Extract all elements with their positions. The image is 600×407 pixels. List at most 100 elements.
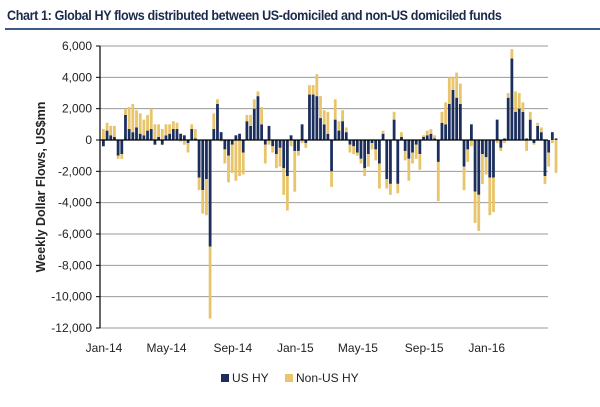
bar-us-hy	[234, 135, 238, 140]
bar-us-hy	[164, 135, 168, 140]
bar-us-hy	[326, 133, 330, 140]
bar-us-hy	[455, 97, 459, 140]
bar-us-hy	[131, 132, 135, 140]
bar-non-us-hy	[153, 124, 157, 140]
bar-non-us-hy	[466, 149, 470, 162]
y-tick-label: -6,000	[58, 227, 92, 241]
bar-non-us-hy	[407, 158, 411, 181]
bar-us-hy	[492, 140, 495, 178]
bar-non-us-hy	[208, 246, 212, 319]
bar-non-us-hy	[528, 111, 532, 120]
bar-us-hy	[484, 140, 488, 158]
bar-us-hy	[142, 135, 146, 140]
bar-us-hy	[440, 122, 444, 140]
bar-us-hy	[289, 135, 293, 140]
x-tick-label: May-15	[338, 341, 378, 355]
bar-us-hy	[495, 119, 499, 140]
bar-non-us-hy	[517, 93, 521, 109]
bar-non-us-hy	[326, 111, 330, 134]
bar-non-us-hy	[263, 144, 267, 164]
bar-us-hy	[153, 140, 157, 145]
bar-non-us-hy	[219, 140, 223, 142]
bar-us-hy	[422, 136, 425, 140]
bar-us-hy	[175, 129, 179, 140]
bar-non-us-hy	[422, 135, 425, 137]
bar-non-us-hy	[256, 91, 260, 97]
bar-non-us-hy	[131, 103, 135, 133]
bar-us-hy	[127, 129, 131, 140]
bar-us-hy	[348, 140, 352, 145]
x-tick-labels: Jan-14 May-14 Sep-14 Jan-15 May-15 Sep-15 Jan-…	[86, 341, 506, 355]
bar-non-us-hy	[477, 194, 481, 231]
bar-us-hy	[447, 103, 451, 140]
bar-us-hy	[374, 140, 378, 150]
bar-non-us-hy	[260, 107, 264, 125]
bar-us-hy	[293, 140, 297, 151]
bar-non-us-hy	[543, 176, 547, 184]
legend-swatch-non-us-hy	[285, 374, 293, 382]
bar-us-hy	[330, 140, 333, 172]
bar-non-us-hy	[539, 127, 543, 133]
bar-non-us-hy	[488, 177, 492, 216]
bar-non-us-hy	[381, 130, 385, 134]
bar-us-hy	[160, 140, 164, 145]
x-tick-label: May-14	[147, 341, 187, 355]
bar-us-hy	[260, 124, 264, 140]
bar-us-hy	[532, 140, 536, 144]
bar-non-us-hy	[330, 171, 333, 187]
bar-non-us-hy	[429, 129, 433, 134]
bar-non-us-hy	[304, 143, 308, 148]
bar-us-hy	[319, 118, 322, 140]
bar-non-us-hy	[194, 129, 197, 139]
bar-non-us-hy	[109, 125, 113, 136]
bar-us-hy	[359, 140, 363, 159]
bar-us-hy	[378, 140, 381, 164]
bar-non-us-hy	[289, 140, 293, 147]
y-tick-label: 2,000	[62, 102, 92, 116]
bar-us-hy	[238, 133, 241, 140]
bar-us-hy	[109, 135, 113, 140]
bar-non-us-hy	[274, 154, 278, 169]
y-tick-label: 4,000	[62, 70, 92, 84]
bar-non-us-hy	[116, 155, 120, 159]
bar-non-us-hy	[293, 150, 297, 192]
bar-non-us-hy	[510, 49, 514, 59]
bar-us-hy	[429, 133, 433, 140]
bar-non-us-hy	[481, 154, 484, 184]
bar-us-hy	[352, 140, 356, 147]
bar-non-us-hy	[319, 96, 322, 119]
bar-us-hy	[300, 124, 304, 140]
bar-us-hy	[466, 140, 470, 150]
bar-non-us-hy	[223, 149, 227, 164]
bar-non-us-hy	[337, 121, 341, 131]
bar-us-hy	[525, 138, 528, 140]
bar-non-us-hy	[271, 146, 275, 153]
bar-us-hy	[102, 140, 105, 147]
bar-non-us-hy	[378, 163, 381, 189]
bar-non-us-hy	[308, 85, 311, 95]
bar-us-hy	[304, 140, 308, 144]
bar-non-us-hy	[495, 140, 499, 144]
bar-non-us-hy	[389, 183, 392, 195]
bar-non-us-hy	[216, 99, 219, 104]
bar-us-hy	[227, 140, 230, 156]
bar-non-us-hy	[348, 144, 352, 153]
bar-non-us-hy	[120, 154, 124, 159]
bar-us-hy	[366, 140, 370, 155]
x-tick-label: Sep-15	[405, 341, 444, 355]
bar-non-us-hy	[149, 108, 153, 130]
bar-non-us-hy	[473, 191, 477, 224]
bar-us-hy	[135, 127, 138, 140]
x-tick-label: Sep-14	[213, 341, 252, 355]
bar-us-hy	[171, 129, 175, 140]
bar-us-hy	[267, 125, 271, 140]
bar-non-us-hy	[550, 140, 554, 144]
bar-us-hy	[433, 138, 436, 140]
bar-non-us-hy	[484, 157, 488, 175]
bar-us-hy	[205, 140, 208, 180]
bar-non-us-hy	[105, 122, 109, 131]
bar-non-us-hy	[171, 121, 175, 130]
y-tick-label: 0	[85, 133, 92, 147]
bar-us-hy	[124, 114, 127, 140]
